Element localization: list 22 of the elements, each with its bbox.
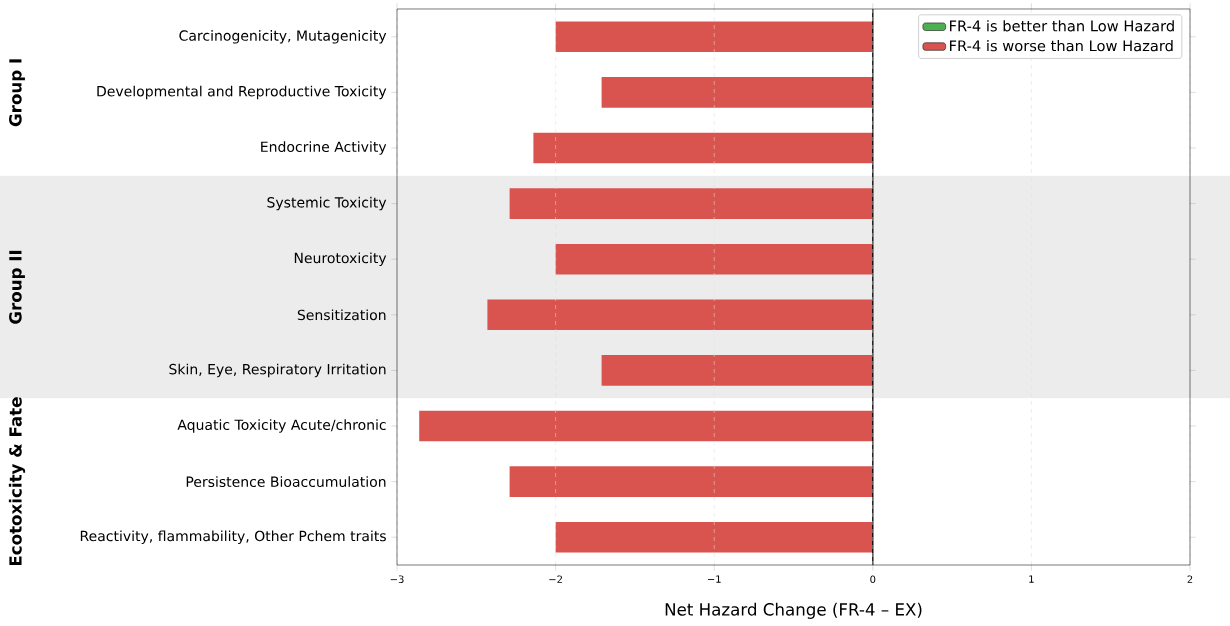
- x-tick-label: 2: [1187, 575, 1193, 583]
- band-label: Group II: [9, 250, 25, 324]
- x-tick-label: −3: [390, 575, 404, 583]
- text: Ecotoxicity & Fate: [8, 397, 26, 566]
- y-tick-label: Reactivity, flammability, Other Pchem traits: [80, 530, 386, 544]
- y-tick-label: Aquatic Toxicity Acute/chronic: [177, 419, 386, 433]
- y-tick-label: Systemic Toxicity: [267, 196, 387, 211]
- legend-label: FR-4 is worse than Low Hazard: [950, 39, 1173, 52]
- y-tick-label: Developmental and Reproductive Toxicity: [97, 85, 387, 100]
- y-tick-label: Neurotoxicity: [294, 252, 387, 266]
- y-tick-label: Sensitization: [297, 309, 386, 321]
- x-axis-title: Net Hazard Change (FR-4 – EX): [665, 602, 922, 619]
- x-tick-label: −2: [549, 575, 562, 583]
- y-tick-label: Persistence Bioaccumulation: [186, 476, 386, 488]
- x-tick-label: −1: [707, 575, 721, 583]
- y-tick-label: Skin, Eye, Respiratory Irritation: [169, 363, 386, 378]
- y-tick-label: Carcinogenicity, Mutagenicity: [179, 30, 387, 44]
- x-tick-label: 0: [870, 575, 876, 583]
- legend-label: FR-4 is better than Low Hazard: [950, 20, 1174, 32]
- y-tick-label: Endocrine Activity: [261, 141, 387, 155]
- x-tick-label: 1: [1029, 575, 1034, 583]
- text: Group I: [9, 59, 25, 127]
